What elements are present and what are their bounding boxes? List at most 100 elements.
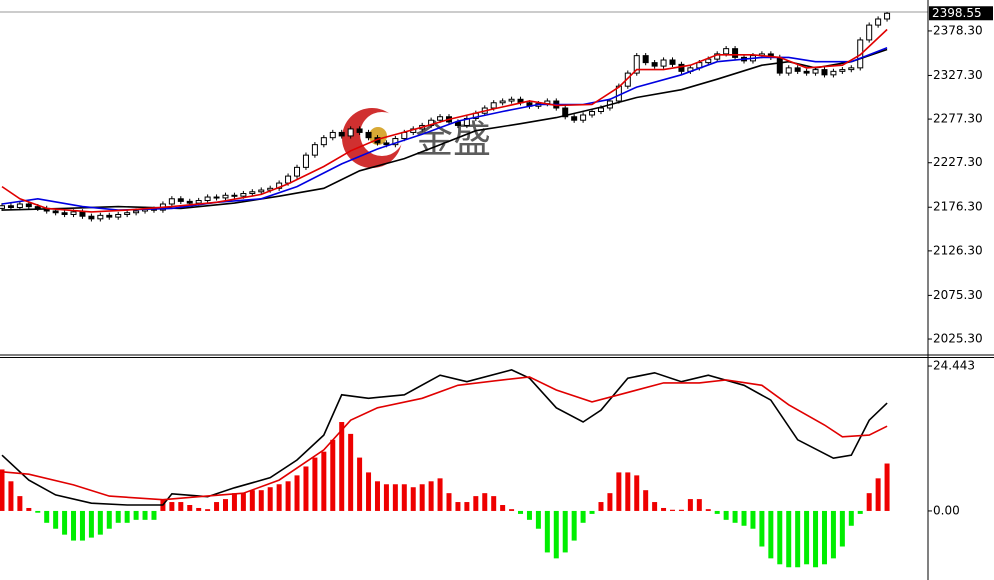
histogram-bar bbox=[813, 510, 819, 568]
histogram-bar bbox=[544, 510, 550, 553]
histogram-bar bbox=[625, 472, 631, 511]
candle-body bbox=[633, 55, 640, 74]
histogram-bar bbox=[330, 439, 336, 511]
candle-body bbox=[168, 198, 175, 205]
histogram-bar bbox=[133, 510, 139, 520]
histogram-bar bbox=[509, 509, 515, 511]
histogram-bar bbox=[8, 481, 14, 511]
histogram-bar bbox=[661, 507, 667, 511]
histogram-bar bbox=[53, 510, 59, 529]
candle-body bbox=[848, 67, 855, 71]
candle-body bbox=[79, 211, 86, 217]
candle-body bbox=[329, 131, 336, 139]
histogram-bar bbox=[410, 487, 416, 511]
histogram-bar bbox=[643, 490, 649, 511]
histogram-bar bbox=[231, 493, 237, 511]
candle-body bbox=[97, 214, 104, 220]
candle-body bbox=[732, 48, 739, 58]
candle-body bbox=[454, 121, 461, 126]
indicator-line bbox=[1, 28, 888, 213]
histogram-bar bbox=[571, 510, 577, 541]
histogram-bar bbox=[795, 510, 801, 568]
histogram-bar bbox=[169, 502, 175, 511]
candle-body bbox=[803, 70, 810, 74]
histogram-bar bbox=[142, 510, 148, 520]
candle-body bbox=[311, 144, 318, 156]
candle-body bbox=[785, 67, 792, 74]
indicator-line bbox=[1, 376, 888, 501]
candle-body bbox=[25, 203, 32, 208]
histogram-bar bbox=[97, 510, 103, 535]
candle-body bbox=[660, 59, 667, 67]
candle-body bbox=[7, 205, 14, 209]
histogram-bar bbox=[446, 493, 452, 511]
candle-body bbox=[678, 63, 685, 72]
histogram-bar bbox=[0, 469, 5, 511]
histogram-bar bbox=[187, 505, 193, 511]
histogram-bar bbox=[580, 510, 586, 523]
histogram-bar bbox=[562, 510, 568, 553]
candle-body bbox=[562, 107, 569, 118]
histogram-bar bbox=[294, 475, 300, 511]
histogram-bar bbox=[196, 507, 202, 511]
candle-body bbox=[356, 128, 363, 133]
histogram-bar bbox=[383, 484, 389, 511]
y-tick-label: 2075.30 bbox=[933, 288, 983, 302]
candle-body bbox=[204, 196, 211, 202]
histogram-bar bbox=[312, 457, 318, 511]
histogram-bar bbox=[348, 433, 354, 511]
histogram-bar bbox=[518, 510, 524, 514]
candle-body bbox=[294, 166, 301, 177]
candle-body bbox=[115, 213, 122, 218]
candle-body bbox=[571, 116, 578, 121]
histogram-bar bbox=[768, 510, 774, 559]
histogram-bar bbox=[786, 510, 792, 568]
candle-body bbox=[106, 214, 113, 218]
y-tick-label: 24.443 bbox=[933, 359, 975, 373]
candle-body bbox=[589, 110, 596, 116]
histogram-bar bbox=[473, 496, 479, 511]
histogram-bar bbox=[750, 510, 756, 529]
y-tick-label: 2227.30 bbox=[933, 155, 983, 169]
candle-body bbox=[490, 102, 497, 109]
histogram-bar bbox=[616, 472, 622, 511]
histogram-bar bbox=[71, 510, 77, 541]
histogram-bar bbox=[35, 510, 41, 513]
candle-body bbox=[624, 72, 631, 87]
histogram-bar bbox=[696, 499, 702, 511]
histogram-bar bbox=[884, 463, 890, 511]
histogram-bar bbox=[357, 457, 363, 511]
candle-body bbox=[821, 69, 828, 76]
candle-body bbox=[258, 189, 265, 193]
histogram-bar bbox=[491, 496, 497, 511]
candle-body bbox=[705, 58, 712, 64]
histogram-bar bbox=[419, 484, 425, 511]
candle-body bbox=[124, 212, 131, 215]
histogram-bar bbox=[62, 510, 68, 535]
histogram-bar bbox=[303, 466, 309, 511]
histogram-bar bbox=[759, 510, 765, 547]
candle-body bbox=[812, 69, 819, 74]
histogram-bar bbox=[258, 490, 264, 511]
y-tick-label: 0.00 bbox=[933, 503, 960, 517]
histogram-bar bbox=[321, 451, 327, 511]
histogram-bar bbox=[839, 510, 845, 547]
candle-body bbox=[642, 55, 649, 64]
candle-body bbox=[365, 131, 372, 139]
candle-body bbox=[428, 119, 435, 126]
candle-body bbox=[320, 137, 327, 146]
histogram-bar bbox=[875, 478, 881, 511]
candle-body bbox=[794, 67, 801, 72]
histogram-bar bbox=[88, 510, 94, 538]
histogram-bar bbox=[151, 510, 157, 520]
candle-body bbox=[285, 175, 292, 184]
histogram-bar bbox=[374, 481, 380, 511]
y-tick-label: 2126.30 bbox=[933, 243, 983, 257]
candle-body bbox=[0, 205, 5, 209]
histogram-bar bbox=[17, 496, 23, 511]
histogram-bar bbox=[482, 493, 488, 511]
histogram-bar bbox=[205, 509, 211, 511]
candle-body bbox=[669, 59, 676, 65]
candle-body bbox=[597, 107, 604, 112]
histogram-bar bbox=[866, 493, 872, 511]
